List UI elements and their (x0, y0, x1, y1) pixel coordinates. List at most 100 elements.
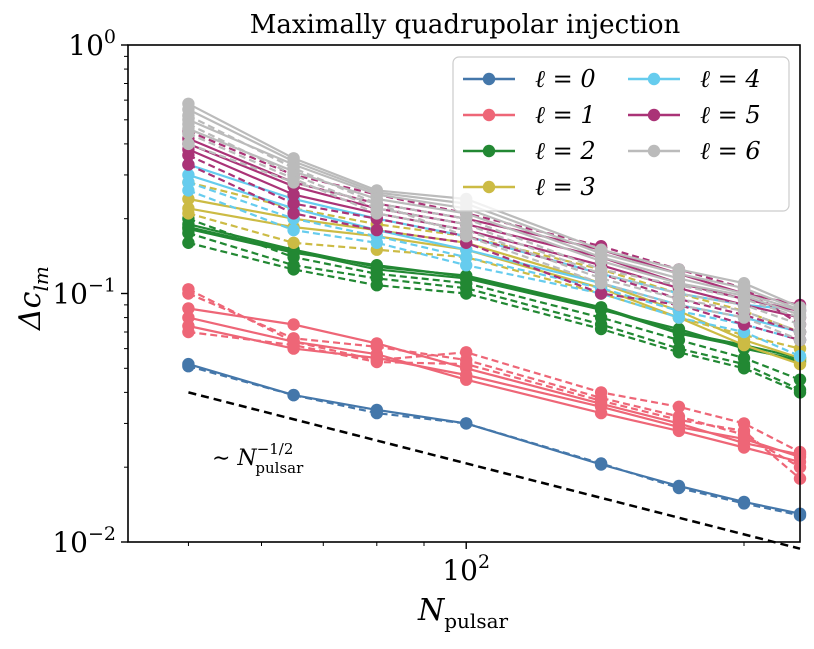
data-point-l4-3-0 (182, 176, 195, 189)
series-l2 (182, 212, 807, 399)
data-point-l5-4-1 (287, 197, 300, 210)
data-point-l2-2-2 (370, 259, 383, 272)
y-tick-label: 10−1 (52, 275, 116, 311)
tick-layer: 10−2 10−1 100 102 (52, 26, 745, 587)
data-point-l1-5-5 (672, 413, 686, 427)
data-point-l1-5-1 (287, 338, 300, 352)
legend-entry-l1: ℓ = 1 (463, 101, 596, 129)
data-point-l3-0-0 (182, 192, 195, 206)
y-axis-label: Δclm (13, 266, 53, 331)
x-axis-label: Npulsar (417, 593, 509, 633)
data-point-l2-4-4 (594, 322, 608, 336)
data-point-l2-2-4 (594, 302, 608, 315)
data-point-l6-4-0 (182, 109, 195, 122)
legend-label-l2: ℓ = 2 (535, 137, 596, 165)
data-point-l6-7-0 (182, 137, 195, 151)
data-point-l3-1-6 (737, 338, 751, 352)
data-point-l0-1-2 (370, 406, 383, 420)
data-point-l5-4-0 (182, 149, 195, 162)
data-point-l1-0-1 (287, 318, 300, 331)
data-point-l5-2-1 (287, 188, 300, 201)
series-l2-line-5 (188, 217, 801, 381)
data-point-l5-5-1 (287, 207, 300, 220)
legend-box (452, 56, 790, 212)
x-axis-label-main: N (417, 593, 446, 628)
series-l2-line-4 (188, 241, 801, 394)
series-l1-line-2 (188, 324, 801, 458)
legend-marker-l6 (647, 144, 661, 158)
data-point-l1-5-3 (460, 357, 473, 371)
data-point-l6-7-1 (287, 176, 300, 189)
y-tick-label: 10−2 (52, 523, 116, 559)
data-point-l6-7-3 (460, 230, 473, 243)
legend-marker-l1 (482, 108, 496, 122)
data-point-l2-4-3 (460, 287, 473, 300)
data-point-l2-5-3 (460, 277, 473, 290)
data-point-l1-5-2 (370, 355, 383, 369)
legend-marker-l4 (647, 72, 661, 86)
data-point-l4-2-1 (287, 223, 300, 237)
legend-label-l1: ℓ = 1 (535, 101, 596, 129)
y-axis-label-main: Δc (13, 291, 48, 331)
series-l0-line-1 (188, 365, 801, 517)
legend-entry-l2: ℓ = 2 (463, 137, 596, 165)
data-point-l2-4-2 (370, 279, 383, 292)
data-point-l2-4-5 (672, 346, 686, 359)
legend-entry-l3: ℓ = 3 (463, 173, 596, 201)
data-point-l6-7-2 (370, 197, 383, 210)
data-point-l2-4-1 (287, 263, 300, 276)
data-point-l2-5-1 (287, 251, 300, 264)
data-point-l3-3-1 (287, 236, 300, 249)
data-point-l2-5-2 (370, 267, 383, 280)
data-point-l1-4-0 (182, 287, 195, 300)
data-point-l4-3-3 (460, 251, 473, 264)
series-l5-line-5 (187, 163, 801, 342)
data-point-l1-5-4 (594, 394, 608, 407)
legend-label-l4: ℓ = 4 (700, 65, 761, 93)
data-point-l0-1-4 (594, 457, 608, 470)
series-l4-line-2 (188, 189, 801, 358)
series-l6-line-5 (187, 123, 801, 326)
data-point-l6-7-6 (737, 311, 751, 324)
data-point-l6-6-2 (370, 207, 383, 220)
legend-marker-l0 (482, 72, 496, 86)
data-point-l0-1-1 (287, 388, 300, 402)
legend-entry-l0: ℓ = 0 (463, 65, 596, 93)
data-point-l2-4-6 (737, 362, 751, 375)
legend-label-l6: ℓ = 6 (700, 137, 761, 165)
data-point-l3-3-0 (182, 207, 195, 220)
legend-entry-l4: ℓ = 4 (628, 65, 761, 93)
chart-title: Maximally quadrupolar injection (250, 10, 681, 40)
data-point-l0-1-3 (460, 417, 473, 430)
data-point-l1-2-3 (460, 368, 473, 382)
data-point-l2-4-0 (182, 236, 195, 249)
data-point-l6-7-4 (594, 277, 608, 290)
reference-annotation-sub: pulsar (255, 459, 304, 477)
series-l1-line-5 (188, 330, 801, 480)
y-axis-label-sub: lm (29, 266, 53, 291)
data-point-l1-5-0 (182, 325, 195, 339)
series-l4-line-1 (188, 173, 801, 334)
series-l1-line-4 (187, 292, 801, 469)
legend-label-l0: ℓ = 0 (535, 65, 596, 93)
data-point-l5-5-0 (182, 158, 195, 171)
data-point-l2-5-4 (594, 311, 608, 324)
series-layer (182, 97, 807, 522)
reference-layer (188, 391, 801, 550)
data-point-l6-5-0 (182, 118, 195, 131)
reference-annotation-main: ∼ N (212, 446, 257, 471)
reference-annotation: ∼ N−1/2 pulsar (212, 440, 304, 477)
series-l6-line-6 (187, 132, 801, 334)
legend-entries: ℓ = 0 ℓ = 1 ℓ = 2 ℓ = 3 ℓ = 4 ℓ = 5 ℓ = 6 (463, 65, 761, 201)
series-l6-line-3 (187, 127, 801, 316)
data-point-l1-5-6 (737, 424, 751, 438)
legend: ℓ = 0 ℓ = 1 ℓ = 2 ℓ = 3 ℓ = 4 ℓ = 5 ℓ = 6 (452, 56, 790, 212)
legend-marker-l5 (647, 108, 661, 122)
x-axis-label-sub: pulsar (444, 609, 508, 633)
series-l6-line-7 (188, 142, 801, 342)
data-point-l2-5-5 (672, 333, 686, 347)
series-l2-line-2 (188, 227, 801, 364)
legend-entry-l5: ℓ = 5 (628, 101, 761, 129)
data-point-l1-1-6 (737, 441, 751, 454)
